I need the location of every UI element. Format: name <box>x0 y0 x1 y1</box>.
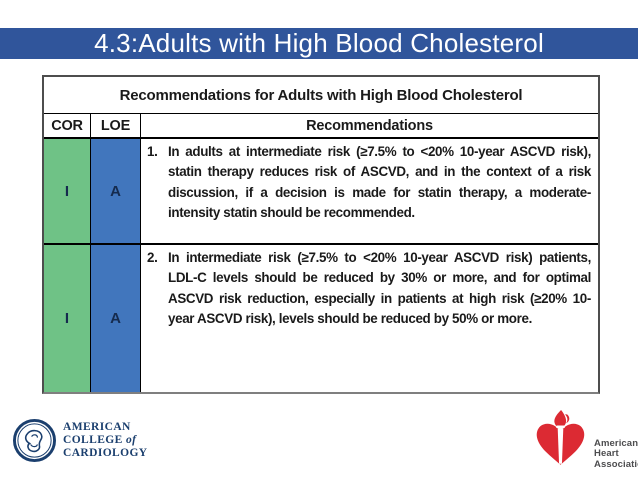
column-header-cor: COR <box>44 114 91 139</box>
column-header-loe: LOE <box>91 114 141 139</box>
title-bar: 4.3:Adults with High Blood Cholesterol <box>0 28 638 59</box>
acc-logo: AMERICAN COLLEGE of CARDIOLOGY <box>13 419 148 462</box>
slide-title: 4.3:Adults with High Blood Cholesterol <box>94 28 544 58</box>
recommendation-text: In intermediate risk (≥7.5% to <20% 10-y… <box>168 250 591 327</box>
table-caption: Recommendations for Adults with High Blo… <box>44 77 598 114</box>
aha-line-2: Heart <box>594 448 619 459</box>
aha-heart-torch-icon <box>536 410 585 465</box>
recommendation-number: 1. <box>147 144 158 159</box>
recommendation-text: In adults at intermediate risk (≥7.5% to… <box>168 144 591 221</box>
recommendation-number: 2. <box>147 250 158 265</box>
acc-emblem-icon <box>13 419 56 462</box>
aha-logo-text: American Heart Association. <box>594 437 638 471</box>
acc-logo-text: AMERICAN COLLEGE of CARDIOLOGY <box>63 421 148 460</box>
aha-logo: American Heart Association. <box>531 410 638 472</box>
table-row-2-loe: A <box>91 245 141 392</box>
table-row-1-cor: I <box>44 139 91 245</box>
column-header-recommendations: Recommendations <box>141 114 598 139</box>
table-row-2-cor: I <box>44 245 91 392</box>
acc-line-3: CARDIOLOGY <box>63 447 148 459</box>
aha-line-3: Association. <box>594 458 638 470</box>
table-row-1-loe: A <box>91 139 141 245</box>
table-row-2-recommendation: 2. In intermediate risk (≥7.5% to <20% 1… <box>141 245 598 392</box>
acc-line-2: COLLEGE of <box>63 434 137 446</box>
acc-line-1: AMERICAN <box>63 421 131 433</box>
aha-line-1: American <box>594 437 638 449</box>
recommendations-table: Recommendations for Adults with High Blo… <box>42 75 600 394</box>
table-row-1-recommendation: 1. In adults at intermediate risk (≥7.5%… <box>141 139 598 245</box>
